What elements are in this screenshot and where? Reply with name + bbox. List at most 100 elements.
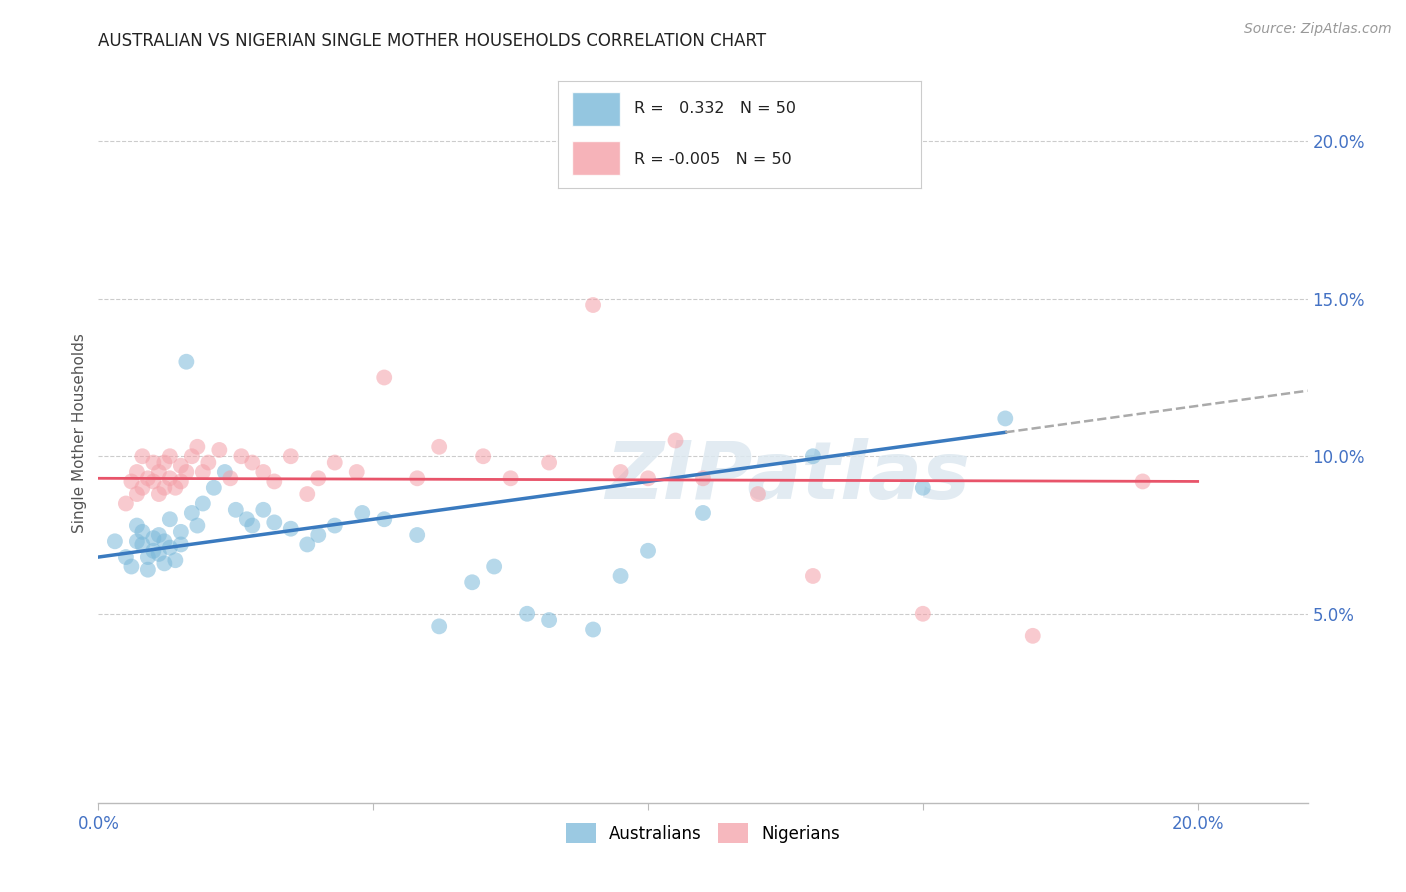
Point: [406, 528, 429, 542]
Point: [911, 481, 934, 495]
Point: [692, 471, 714, 485]
Point: [186, 440, 208, 454]
Point: [307, 471, 329, 485]
Point: [747, 487, 769, 501]
Legend: Australians, Nigerians: Australians, Nigerians: [560, 816, 846, 850]
Point: [170, 537, 193, 551]
Text: ZIPatlas: ZIPatlas: [605, 438, 970, 516]
Point: [170, 475, 193, 489]
Point: [801, 449, 824, 463]
Point: [115, 496, 138, 510]
Point: [240, 456, 263, 470]
Point: [153, 534, 176, 549]
Point: [692, 506, 714, 520]
Point: [609, 569, 631, 583]
Point: [911, 607, 934, 621]
Point: [115, 550, 138, 565]
Point: [516, 607, 538, 621]
Point: [142, 475, 165, 489]
Point: [637, 471, 659, 485]
Point: [461, 575, 484, 590]
Point: [176, 355, 198, 369]
Point: [191, 465, 214, 479]
Point: [346, 465, 368, 479]
Point: [263, 516, 285, 530]
Point: [176, 465, 198, 479]
Point: [1022, 629, 1045, 643]
Point: [323, 518, 346, 533]
Point: [225, 503, 247, 517]
Point: [165, 553, 187, 567]
Point: [159, 512, 181, 526]
Point: [191, 496, 214, 510]
Point: [186, 518, 208, 533]
Point: [125, 487, 148, 501]
Point: [125, 534, 148, 549]
Point: [131, 481, 153, 495]
Point: [159, 541, 181, 555]
Point: [131, 449, 153, 463]
Point: [148, 547, 170, 561]
Point: [240, 518, 263, 533]
Point: [153, 557, 176, 571]
Point: [280, 522, 302, 536]
Point: [664, 434, 686, 448]
Point: [153, 456, 176, 470]
Point: [231, 449, 253, 463]
Point: [142, 531, 165, 545]
Point: [159, 471, 181, 485]
Point: [252, 465, 274, 479]
Point: [159, 449, 181, 463]
Point: [208, 442, 231, 457]
Point: [153, 481, 176, 495]
Point: [280, 449, 302, 463]
Point: [136, 563, 159, 577]
Point: [538, 456, 561, 470]
Point: [1132, 475, 1154, 489]
Y-axis label: Single Mother Households: Single Mother Households: [72, 333, 87, 533]
Point: [125, 465, 148, 479]
Point: [136, 471, 159, 485]
Text: AUSTRALIAN VS NIGERIAN SINGLE MOTHER HOUSEHOLDS CORRELATION CHART: AUSTRALIAN VS NIGERIAN SINGLE MOTHER HOU…: [98, 32, 766, 50]
Point: [131, 537, 153, 551]
Point: [120, 559, 142, 574]
Point: [142, 456, 165, 470]
Point: [373, 512, 395, 526]
Point: [482, 559, 505, 574]
Point: [202, 481, 225, 495]
Point: [136, 550, 159, 565]
Point: [148, 487, 170, 501]
Point: [180, 506, 202, 520]
Point: [170, 458, 193, 473]
Point: [197, 456, 219, 470]
Point: [801, 569, 824, 583]
Point: [472, 449, 495, 463]
Point: [219, 471, 242, 485]
Point: [180, 449, 202, 463]
Point: [263, 475, 285, 489]
Point: [120, 475, 142, 489]
Point: [427, 619, 450, 633]
Point: [427, 440, 450, 454]
Point: [994, 411, 1017, 425]
Point: [214, 465, 236, 479]
Point: [148, 465, 170, 479]
Point: [538, 613, 561, 627]
Point: [165, 481, 187, 495]
Point: [131, 524, 153, 539]
Point: [499, 471, 522, 485]
Point: [297, 537, 319, 551]
Point: [125, 518, 148, 533]
Point: [582, 623, 605, 637]
Point: [637, 543, 659, 558]
Point: [307, 528, 329, 542]
Point: [148, 528, 170, 542]
Point: [252, 503, 274, 517]
Point: [352, 506, 374, 520]
Point: [609, 465, 631, 479]
Point: [323, 456, 346, 470]
Point: [142, 543, 165, 558]
Point: [582, 298, 605, 312]
Point: [297, 487, 319, 501]
Text: Source: ZipAtlas.com: Source: ZipAtlas.com: [1244, 22, 1392, 37]
